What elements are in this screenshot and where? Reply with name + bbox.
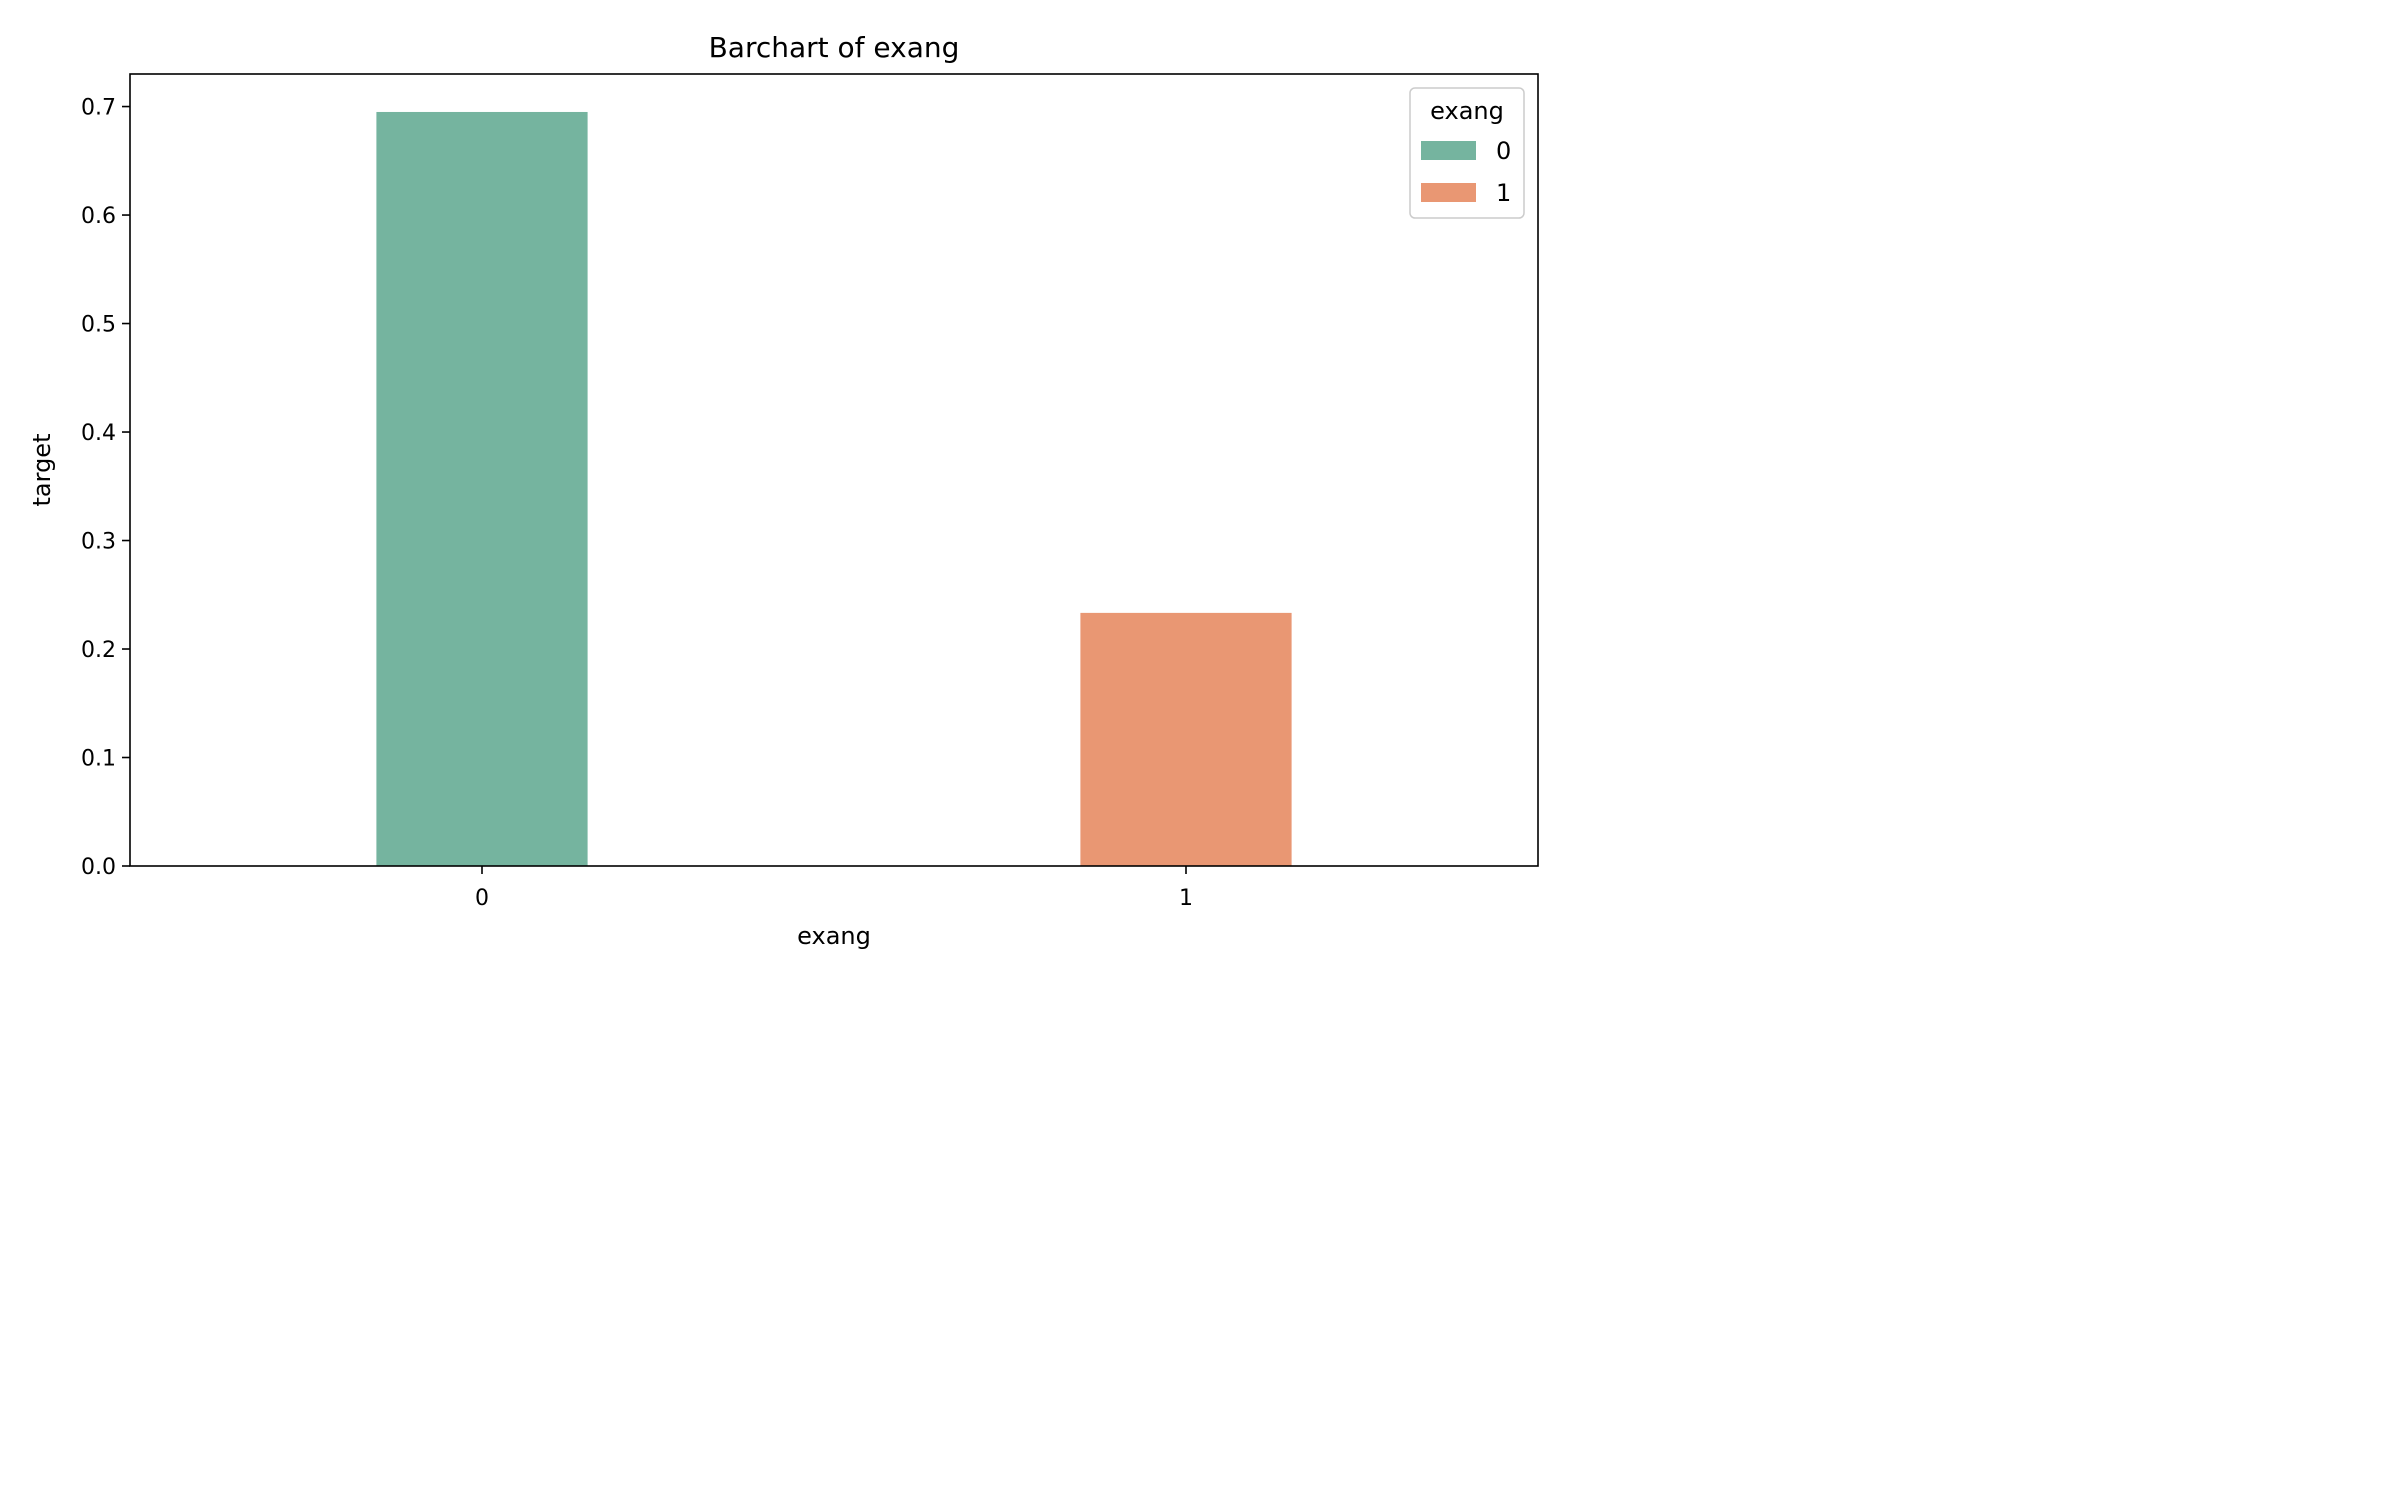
x-tick-label: 0 (475, 886, 489, 911)
x-tick-label: 1 (1179, 886, 1193, 911)
y-tick-label: 0.6 (81, 204, 116, 229)
y-tick-label: 0.0 (81, 855, 116, 880)
y-tick-label: 0.5 (81, 313, 116, 338)
y-tick-label: 0.4 (81, 421, 116, 446)
y-axis-label: target (28, 434, 56, 507)
bar-0 (376, 111, 588, 867)
y-tick-label: 0.7 (81, 96, 116, 121)
legend-label-1: 1 (1496, 179, 1511, 207)
legend-label-0: 0 (1496, 137, 1511, 165)
chart-title: Barchart of exang (709, 31, 960, 64)
plot-frame (129, 73, 1539, 867)
x-axis-label: exang (797, 922, 871, 950)
legend-swatch-0 (1421, 141, 1476, 160)
legend-swatch-1 (1421, 183, 1476, 202)
legend-title: exang (1430, 97, 1504, 125)
y-tick-label: 0.3 (81, 530, 116, 555)
y-tick-label: 0.2 (81, 638, 116, 663)
legend: exang 0 1 (1409, 87, 1525, 219)
bar-1 (1080, 612, 1292, 866)
y-tick-label: 0.1 (81, 747, 116, 772)
plot-area: 0.0 0.1 0.2 0.3 0.4 0.5 0.6 0.7 0 1 (81, 96, 1292, 911)
bar-chart: Barchart of exang 0.00.10.20.30.40.50.60… (28, 31, 1539, 950)
